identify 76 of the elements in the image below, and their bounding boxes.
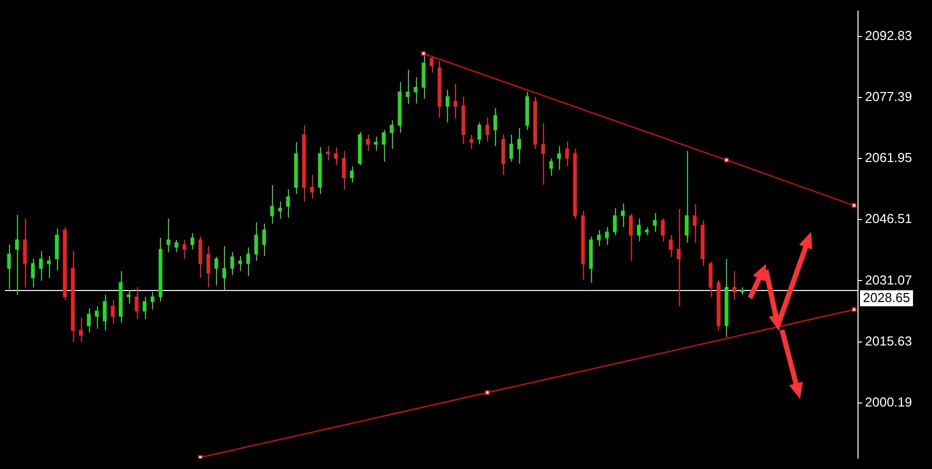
candlestick <box>509 134 514 162</box>
candlestick <box>406 69 410 105</box>
candlestick <box>350 166 354 183</box>
y-tick-label: 2031.07 <box>865 272 912 288</box>
candlestick <box>374 136 378 152</box>
candlestick <box>517 127 522 164</box>
candlestick <box>366 134 370 152</box>
candlestick <box>230 252 234 276</box>
candlestick <box>126 290 130 304</box>
candlestick <box>78 317 83 342</box>
y-tick-label: 2000.19 <box>865 394 912 410</box>
point <box>852 307 856 312</box>
point <box>724 158 729 162</box>
candlestick <box>342 150 346 190</box>
candlestick <box>166 218 170 253</box>
candlestick <box>636 218 641 242</box>
candlestick <box>454 83 458 119</box>
candlestick <box>414 76 418 104</box>
candlestick <box>732 270 736 300</box>
candlestick <box>190 232 194 250</box>
candlestick <box>86 308 91 333</box>
candlestick <box>214 256 218 286</box>
candlestick <box>565 140 569 167</box>
ref-line-label: 2028.65 <box>863 290 910 305</box>
candlestick <box>102 294 106 331</box>
candlestick <box>676 208 680 307</box>
candlestick <box>628 213 633 262</box>
candlestick <box>620 202 625 228</box>
candlestick <box>660 218 665 242</box>
candlestick <box>110 299 114 324</box>
candlestick <box>15 214 19 296</box>
candlestick <box>222 246 226 291</box>
candlestick <box>270 184 274 224</box>
candlestick <box>430 56 434 74</box>
point <box>421 51 426 56</box>
candlestick <box>39 250 43 282</box>
candlestick <box>478 122 482 145</box>
candlestick <box>206 246 210 288</box>
candlestick <box>470 134 474 150</box>
candlestick <box>286 188 290 218</box>
candlestick <box>310 174 314 200</box>
candlestick <box>278 200 282 219</box>
candlestick <box>142 296 146 320</box>
point <box>852 203 856 208</box>
candlestick <box>692 204 696 244</box>
candlestick <box>262 223 266 257</box>
candlestick <box>613 208 617 236</box>
y-tick-label: 2092.83 <box>865 28 912 43</box>
candlestick <box>7 244 11 290</box>
candlestick <box>446 89 450 123</box>
candlestick <box>246 246 250 276</box>
point <box>198 455 203 458</box>
candlestick <box>485 117 490 142</box>
candlestick <box>94 306 99 329</box>
y-tick-label: 2046.51 <box>865 211 912 226</box>
candlestick <box>382 129 386 162</box>
candlestick <box>150 292 154 310</box>
candlestick <box>326 146 330 161</box>
candlestick <box>254 222 258 262</box>
y-tick-label: 2061.95 <box>865 150 912 166</box>
candlestick <box>390 120 394 150</box>
candlestick <box>668 234 672 258</box>
candlestick <box>134 286 138 320</box>
y-tick-label: 2015.63 <box>865 333 912 348</box>
candlestick <box>47 256 51 278</box>
point <box>485 390 490 395</box>
candlestick <box>557 146 561 170</box>
candlestick <box>652 212 657 232</box>
candlestick <box>684 150 688 244</box>
y-tick-label: 2077.39 <box>865 89 912 104</box>
candlestick <box>31 258 35 288</box>
candlestick <box>238 256 242 272</box>
candlestick <box>541 122 545 185</box>
candlestick <box>549 158 553 176</box>
candlestick <box>605 226 609 246</box>
candlestick <box>493 108 498 147</box>
